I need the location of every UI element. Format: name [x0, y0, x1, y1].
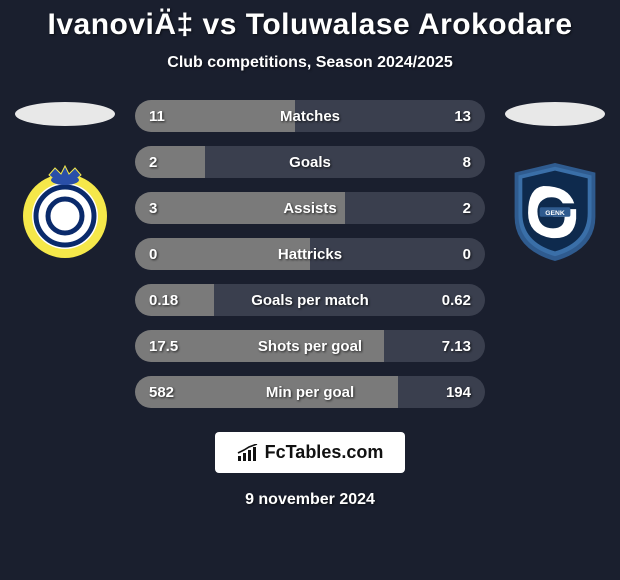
stat-row-content: 11Matches13 [135, 100, 485, 132]
stat-row: 2Goals8 [135, 146, 485, 178]
brand-badge: FcTables.com [215, 432, 406, 473]
stat-row: 17.5Shots per goal7.13 [135, 330, 485, 362]
stat-label: Matches [189, 108, 431, 125]
stat-row: 0.18Goals per match0.62 [135, 284, 485, 316]
left-club-logo [15, 162, 115, 262]
stat-value-right: 194 [431, 384, 471, 401]
player-silhouette-left [15, 102, 115, 126]
stat-row-content: 3Assists2 [135, 192, 485, 224]
stat-value-left: 11 [149, 108, 189, 125]
stat-row-content: 2Goals8 [135, 146, 485, 178]
stat-value-left: 2 [149, 154, 189, 171]
stat-value-left: 0.18 [149, 292, 189, 309]
page-subtitle: Club competitions, Season 2024/2025 [0, 54, 620, 72]
comparison-card: IvanoviÄ‡ vs Toluwalase Arokodare Club c… [0, 0, 620, 580]
stat-value-right: 13 [431, 108, 471, 125]
stat-row: 0Hattricks0 [135, 238, 485, 270]
stat-value-left: 582 [149, 384, 189, 401]
left-player-column [13, 100, 117, 262]
stat-value-right: 0.62 [431, 292, 471, 309]
main-area: 11Matches132Goals83Assists20Hattricks00.… [0, 100, 620, 408]
stat-label: Assists [189, 200, 431, 217]
usg-logo-icon [15, 162, 115, 262]
footer: FcTables.com 9 november 2024 [0, 432, 620, 509]
stat-label: Goals [189, 154, 431, 171]
stat-row: 3Assists2 [135, 192, 485, 224]
player-silhouette-right [505, 102, 605, 126]
stat-row-content: 0Hattricks0 [135, 238, 485, 270]
stat-value-right: 7.13 [431, 338, 471, 355]
brand-text: FcTables.com [265, 442, 384, 463]
svg-text:GENK: GENK [545, 210, 565, 217]
stat-label: Goals per match [189, 292, 431, 309]
stat-value-left: 3 [149, 200, 189, 217]
stat-value-left: 17.5 [149, 338, 189, 355]
chart-growth-icon [237, 444, 259, 462]
stat-label: Shots per goal [189, 338, 431, 355]
stat-value-right: 8 [431, 154, 471, 171]
stat-value-right: 0 [431, 246, 471, 263]
stat-row: 582Min per goal194 [135, 376, 485, 408]
right-player-column: GENK [503, 100, 607, 262]
stat-row-content: 0.18Goals per match0.62 [135, 284, 485, 316]
stat-value-right: 2 [431, 200, 471, 217]
page-title: IvanoviÄ‡ vs Toluwalase Arokodare [0, 8, 620, 42]
stat-value-left: 0 [149, 246, 189, 263]
stat-label: Hattricks [189, 246, 431, 263]
stat-row-content: 582Min per goal194 [135, 376, 485, 408]
right-club-logo: GENK [505, 162, 605, 262]
genk-logo-icon: GENK [505, 157, 605, 267]
footer-date: 9 november 2024 [245, 491, 375, 509]
stats-bars: 11Matches132Goals83Assists20Hattricks00.… [135, 100, 485, 408]
stat-label: Min per goal [189, 384, 431, 401]
stat-row: 11Matches13 [135, 100, 485, 132]
stat-row-content: 17.5Shots per goal7.13 [135, 330, 485, 362]
